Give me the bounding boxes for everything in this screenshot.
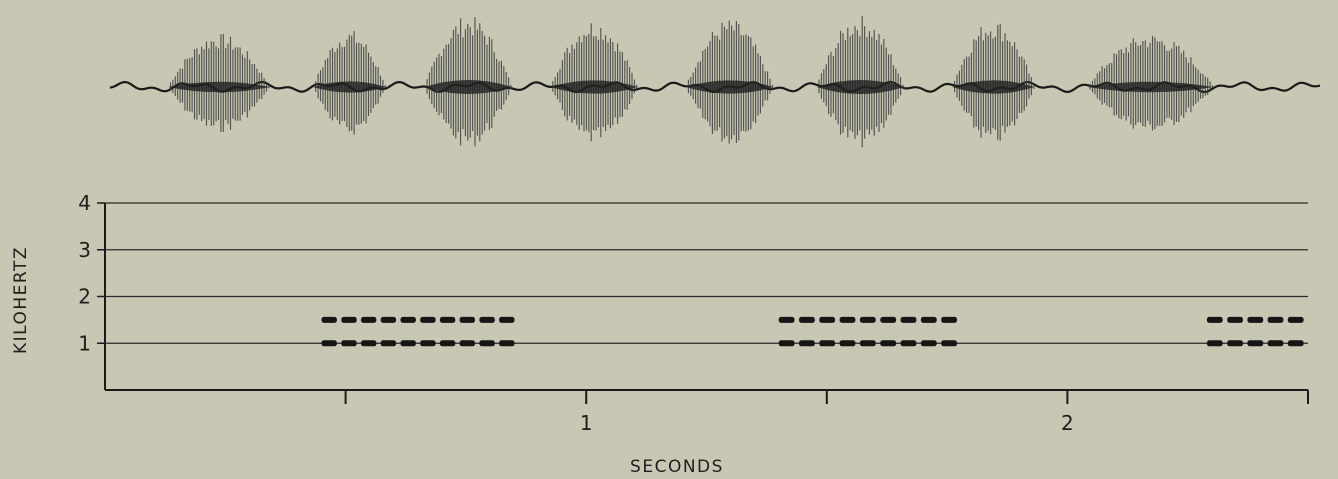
waveform-burst xyxy=(1087,35,1214,131)
waveform-burst-core xyxy=(952,80,1035,94)
spectrogram-dash xyxy=(321,316,337,323)
spectrogram-dash xyxy=(819,316,836,323)
spectrogram-dash xyxy=(941,340,957,347)
spectrogram-dash xyxy=(941,316,957,323)
spectrogram-dash xyxy=(439,340,456,347)
waveform-burst-core xyxy=(168,81,270,93)
spectrogram-dash xyxy=(900,316,917,323)
waveform-burst xyxy=(550,23,638,142)
spectrogram-dash xyxy=(439,316,456,323)
spectrogram-dash xyxy=(880,316,897,323)
waveform-burst xyxy=(424,17,512,147)
spectrogram-dash xyxy=(880,340,897,347)
spectrogram-dash xyxy=(1247,316,1264,323)
spectrogram-dash xyxy=(1227,316,1243,323)
waveform-burst-core xyxy=(550,80,638,94)
spectrogram-dash xyxy=(1287,340,1304,347)
y-tick-label: 2 xyxy=(78,285,91,309)
waveform-burst-core xyxy=(1087,81,1214,93)
spectrogram-dash xyxy=(420,340,436,347)
spectrogram-dash xyxy=(499,340,515,347)
spectrogram-dash xyxy=(839,340,856,347)
spectrogram-dash xyxy=(839,316,856,323)
waveform-burst-core xyxy=(685,80,774,94)
spectrogram-dash xyxy=(341,340,357,347)
spectrogram-grid xyxy=(105,202,1308,344)
spectrogram-dash xyxy=(900,340,917,347)
waveform-burst xyxy=(952,23,1035,141)
spectrogram-dash xyxy=(479,340,495,347)
x-tick-label: 1 xyxy=(580,411,593,435)
spectrogram-dash xyxy=(499,316,515,323)
spectrogram-dash xyxy=(420,316,436,323)
spectrogram-dash xyxy=(778,340,795,347)
spectrogram-dash xyxy=(1267,316,1284,323)
spectrogram-dash xyxy=(1267,340,1284,347)
waveform-burst xyxy=(313,31,386,135)
x-axis-label: SECONDS xyxy=(630,457,724,477)
y-axis-label: KILOHERTZ xyxy=(11,246,31,354)
spectrogram-dash xyxy=(778,316,795,323)
waveform-burst-core xyxy=(313,81,386,93)
spectrogram-dash xyxy=(859,340,876,347)
spectrogram-dash xyxy=(859,316,876,323)
spectrogram-dash xyxy=(920,316,937,323)
waveform-burst xyxy=(168,33,270,133)
spectrogram-dash xyxy=(920,340,937,347)
waveform-trace xyxy=(109,16,1321,148)
spectrogram-dash xyxy=(459,316,475,323)
spectrogram-dash xyxy=(341,316,357,323)
waveform-burst-core xyxy=(424,80,512,94)
spectrogram-dash xyxy=(361,316,377,323)
spectrogram-dash xyxy=(819,340,836,347)
spectrogram-axes: 1 2 3 4 1 2 xyxy=(78,191,1309,435)
spectrogram-dash xyxy=(1206,316,1223,323)
y-tick-label: 4 xyxy=(78,191,91,215)
spectrogram-dash xyxy=(799,316,815,323)
spectrogram-dash xyxy=(1287,316,1304,323)
spectrogram-dash xyxy=(321,340,337,347)
spectrogram-dash xyxy=(1206,340,1223,347)
spectrogram-dash xyxy=(1227,340,1243,347)
spectrogram-dash xyxy=(479,316,495,323)
spectrogram-dash xyxy=(380,340,397,347)
spectrogram-dash xyxy=(400,340,416,347)
spectrogram-dash xyxy=(400,316,416,323)
spectrogram-dash xyxy=(459,340,475,347)
waveform-burst xyxy=(685,20,774,144)
spectrogram-dash xyxy=(380,316,397,323)
spectrogram-dash xyxy=(1247,340,1264,347)
waveform-burst-core xyxy=(816,80,904,94)
waveform-burst xyxy=(816,16,904,148)
spectrogram-dash xyxy=(799,340,815,347)
y-tick-label: 1 xyxy=(78,331,91,355)
y-tick-label: 3 xyxy=(78,238,91,262)
spectrogram-marks xyxy=(321,316,1304,347)
spectrogram-dash xyxy=(361,340,377,347)
x-tick-label: 2 xyxy=(1061,411,1074,435)
